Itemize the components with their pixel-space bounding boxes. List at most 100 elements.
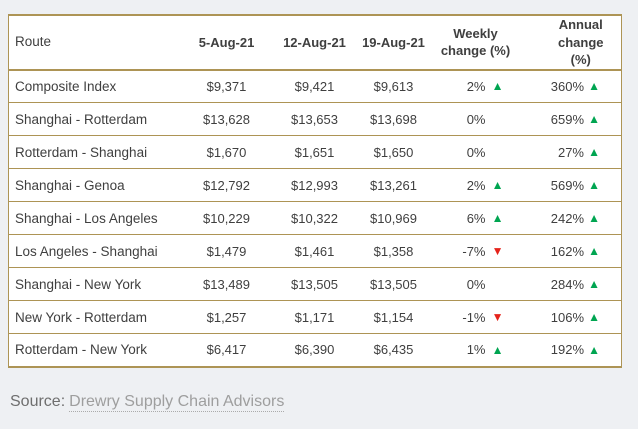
table-row: Shanghai - New York $13,489 $13,505 $13,505… [8, 267, 622, 301]
price-cell-3: $10,969 [356, 201, 431, 235]
weekly-change-cell: 1% ▲ [430, 333, 549, 367]
column-header-annual-change: Annual change (%) [548, 15, 622, 71]
price-cell-2: $13,505 [272, 267, 357, 301]
price-cell-1: $12,792 [180, 168, 273, 202]
weekly-change-value: -7% [462, 243, 486, 259]
weekly-change-value: 1% [466, 342, 486, 358]
table-row: Rotterdam - Shanghai $1,670 $1,651 $1,650 0%… [8, 135, 622, 169]
up-triangle-icon: ▲ [588, 79, 600, 94]
price-cell-2: $6,390 [272, 333, 357, 367]
price-cell-2: $1,651 [272, 135, 357, 169]
price-cell-1: $1,670 [180, 135, 273, 169]
down-triangle-icon: ▼ [491, 310, 504, 325]
annual-change-cell: 27% ▲ [548, 135, 622, 169]
weekly-change-cell: 0% [430, 267, 549, 301]
table-row: Los Angeles - Shanghai $1,479 $1,461 $1,358… [8, 234, 622, 268]
weekly-change-cell: 0% [430, 102, 549, 136]
weekly-change-value: 2% [466, 78, 486, 94]
price-cell-2: $1,171 [272, 300, 357, 334]
price-cell-1: $1,257 [180, 300, 273, 334]
weekly-change-value: 2% [466, 177, 486, 193]
freight-rates-table: Route 5-Aug-21 12-Aug-21 19-Aug-21 Weekl… [8, 14, 622, 368]
route-cell: Los Angeles - Shanghai [8, 234, 181, 268]
weekly-change-cell: 6% ▲ [430, 201, 549, 235]
weekly-change-cell: 2% ▲ [431, 70, 549, 103]
price-cell-1: $6,417 [180, 333, 273, 367]
column-header-date-3: 19-Aug-21 [356, 15, 431, 71]
price-cell-3: $13,698 [356, 102, 431, 136]
price-cell-3: $6,435 [356, 333, 431, 367]
up-triangle-icon: ▲ [588, 112, 600, 127]
source-link[interactable]: Drewry Supply Chain Advisors [69, 393, 285, 412]
weekly-change-value: 0% [466, 111, 486, 127]
table-row: Rotterdam - New York $6,417 $6,390 $6,435 1%… [8, 333, 622, 367]
weekly-header-line2: change (%) [440, 43, 511, 59]
annual-change-value: 106% [550, 309, 584, 325]
price-cell-3: $9,613 [373, 78, 414, 94]
weekly-change-value: 0% [466, 276, 486, 292]
annual-change-cell: 360% ▲ [549, 70, 622, 103]
price-cell-1: $10,229 [180, 201, 273, 235]
up-triangle-icon: ▲ [491, 211, 504, 226]
annual-change-cell: 192% ▲ [548, 333, 622, 367]
up-triangle-icon: ▲ [588, 277, 600, 292]
annual-change-value: 192% [550, 342, 584, 358]
source-line: Source: Drewry Supply Chain Advisors [10, 393, 285, 412]
annual-change-value: 360% [550, 78, 584, 94]
weekly-change-value: 6% [466, 210, 486, 226]
price-cell-3: $1,650 [356, 135, 431, 169]
column-header-route: Route [8, 15, 181, 71]
table-row: Shanghai - Rotterdam $13,628 $13,653 $13,69… [8, 102, 622, 136]
route-cell: Shanghai - Los Angeles [8, 201, 181, 235]
column-header-date-1: 5-Aug-21 [180, 15, 273, 71]
route-cell: Shanghai - New York [8, 267, 181, 301]
annual-change-cell: 242% ▲ [548, 201, 622, 235]
annual-change-value: 284% [550, 276, 584, 292]
up-triangle-icon: ▲ [588, 145, 600, 160]
price-cell-1: $13,628 [180, 102, 273, 136]
annual-change-cell: 162% ▲ [548, 234, 622, 268]
price-cell-2: $13,653 [272, 102, 357, 136]
route-cell: Rotterdam - Shanghai [8, 135, 181, 169]
up-triangle-icon: ▲ [588, 211, 600, 226]
annual-change-value: 162% [550, 243, 584, 259]
price-cell-1: $13,489 [180, 267, 273, 301]
weekly-change-value: -1% [462, 309, 486, 325]
weekly-change-cell: 2% ▲ [430, 168, 549, 202]
weekly-change-value: 0% [466, 144, 486, 160]
table-body: Composite Index $9,371 $9,421 $9,613 2% ▲ 360%… [8, 70, 622, 367]
up-triangle-icon: ▲ [588, 244, 600, 259]
annual-header-line1: Annual [558, 17, 603, 32]
down-triangle-icon: ▼ [491, 244, 504, 259]
price-cell-3: $1,154 [356, 300, 431, 334]
annual-header-line2: change (%) [557, 34, 604, 68]
price-cell-1: $9,371 [206, 78, 247, 94]
price-cell-2: $10,322 [272, 201, 357, 235]
up-triangle-icon: ▲ [491, 178, 504, 193]
column-header-weekly-change: Weekly change (%) [430, 15, 549, 71]
table-row: New York - Rotterdam $1,257 $1,171 $1,154 -1… [8, 300, 622, 334]
weekly-change-cell: 0% [430, 135, 549, 169]
price-cell-2: $12,993 [272, 168, 357, 202]
price-cell-3: $13,505 [356, 267, 431, 301]
column-header-date-2: 12-Aug-21 [272, 15, 357, 71]
annual-change-cell: 106% ▲ [548, 300, 622, 334]
annual-change-cell: 569% ▲ [548, 168, 622, 202]
price-cell-1: $1,479 [180, 234, 273, 268]
header-row: Route 5-Aug-21 12-Aug-21 19-Aug-21 Weekl… [8, 15, 622, 71]
price-cell-2: $9,421 [294, 78, 335, 94]
annual-change-value: 569% [550, 177, 584, 193]
up-triangle-icon: ▲ [491, 342, 504, 357]
route-cell: Shanghai - Genoa [8, 168, 181, 202]
annual-change-value: 242% [550, 210, 584, 226]
up-triangle-icon: ▲ [588, 342, 600, 357]
up-triangle-icon: ▲ [491, 79, 504, 94]
route-cell: Rotterdam - New York [8, 333, 181, 367]
weekly-change-cell: -7% ▼ [430, 234, 549, 268]
up-triangle-icon: ▲ [588, 310, 600, 325]
annual-change-cell: 284% ▲ [548, 267, 622, 301]
price-cell-3: $1,358 [356, 234, 431, 268]
rates-table: Route 5-Aug-21 12-Aug-21 19-Aug-21 Weekl… [8, 14, 622, 368]
annual-change-cell: 659% ▲ [548, 102, 622, 136]
route-cell: Composite Index [15, 78, 117, 94]
